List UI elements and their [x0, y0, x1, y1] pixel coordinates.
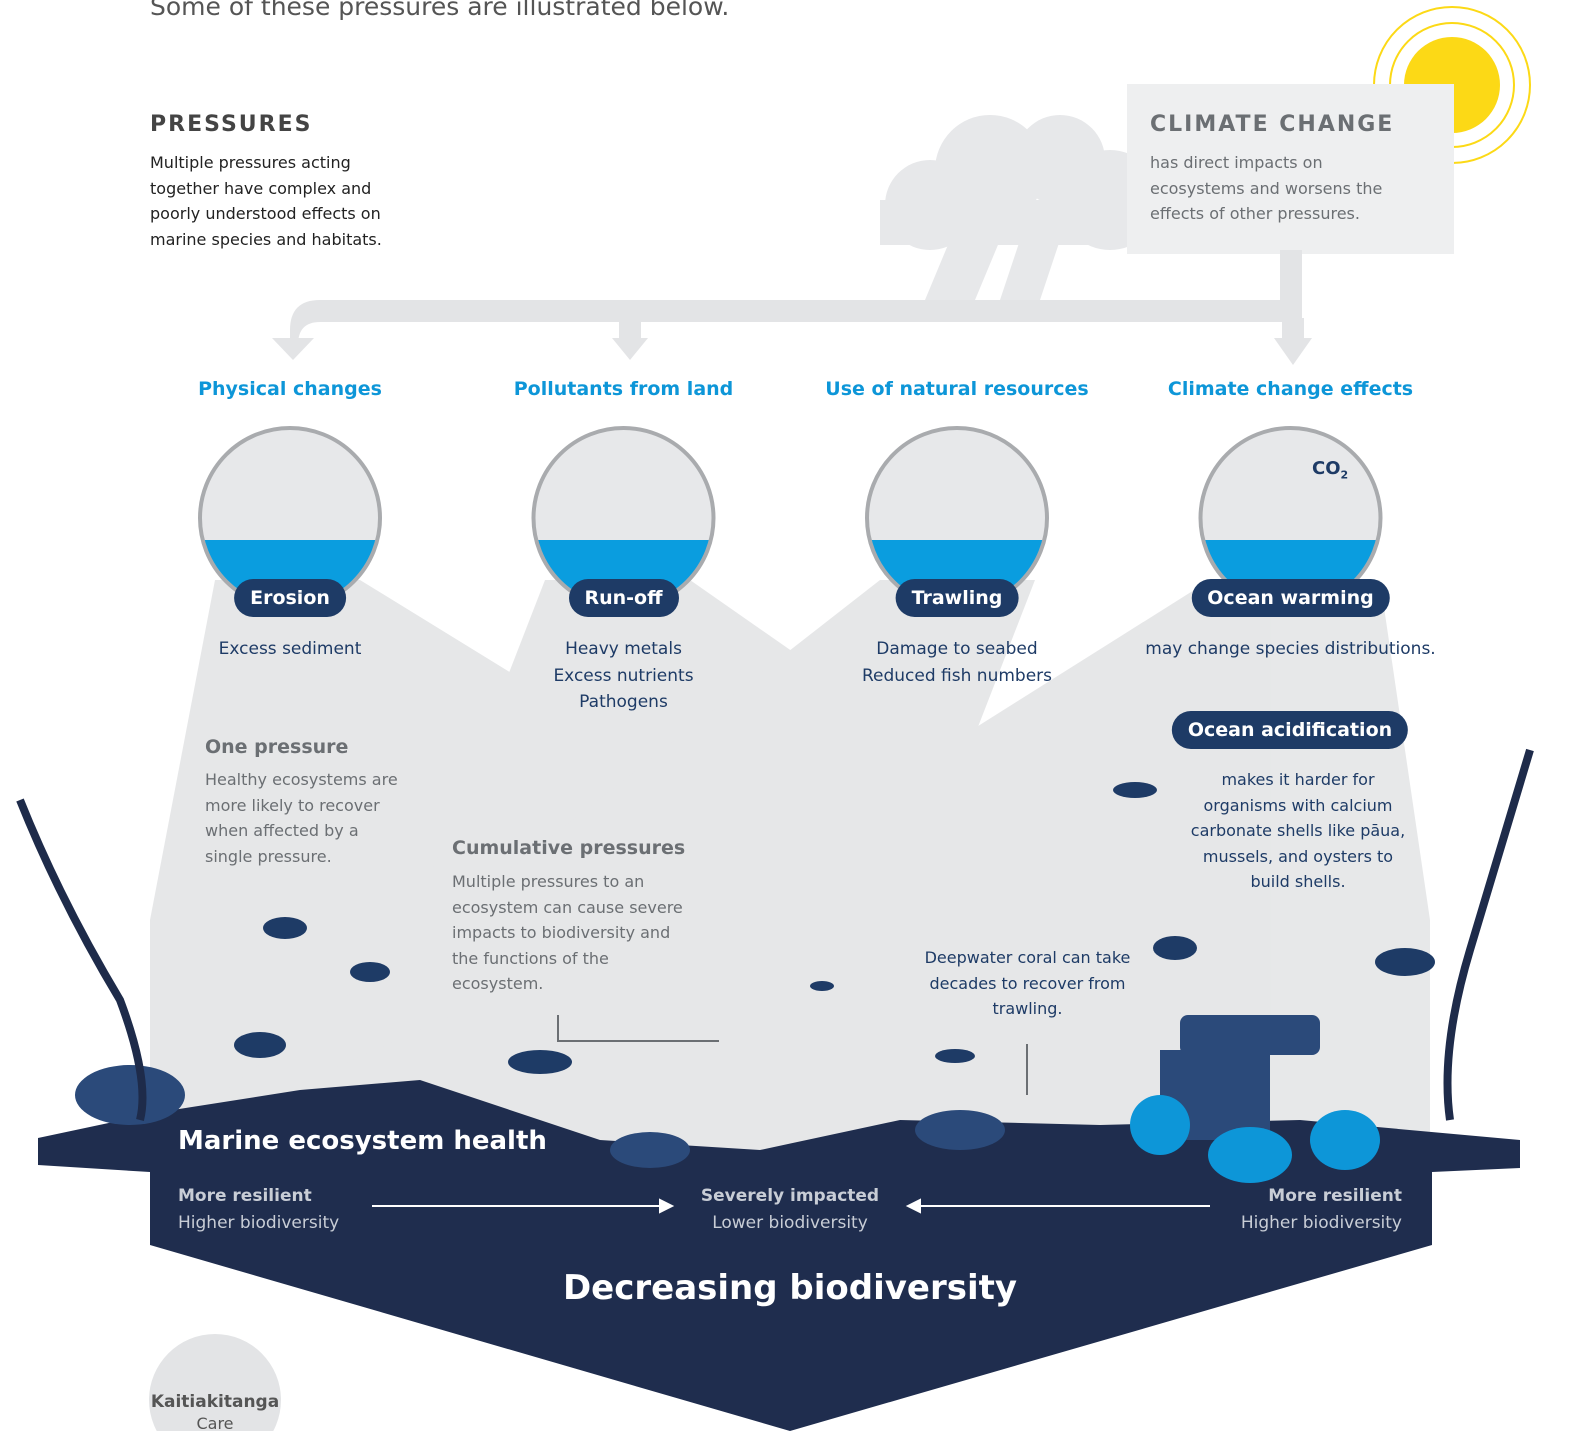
category-effect: Excess nutrients: [474, 663, 774, 689]
category-title: Use of natural resources: [792, 378, 1122, 400]
bottom-title: Decreasing biodiversity: [490, 1268, 1090, 1308]
category-title: Pollutants from land: [459, 378, 789, 400]
category-effect: Excess sediment: [140, 636, 440, 662]
category-badge: Ocean warming: [1191, 579, 1389, 617]
health-right-top: More resilient: [1268, 1186, 1402, 1206]
category-effect: Heavy metals: [474, 636, 774, 662]
infographic: Some of these pressures are illustrated …: [0, 0, 1573, 1431]
co2-sub: 2: [1341, 469, 1349, 482]
coral-note: Deepwater coral can take decades to reco…: [920, 945, 1135, 1022]
kaitiakitanga-title: Kaitiakitanga: [135, 1392, 295, 1412]
kaitiakitanga-text: Care: [135, 1414, 295, 1431]
category-badge: Run-off: [568, 579, 678, 617]
one-pressure-title: One pressure: [205, 736, 348, 758]
category-title: Climate change effects: [1126, 378, 1456, 400]
one-pressure-text: Healthy ecosystems are more likely to re…: [205, 767, 405, 869]
climate-text: has direct impacts on ecosystems and wor…: [1150, 150, 1415, 227]
category-effect: Damage to seabed: [807, 636, 1107, 662]
health-left-top: More resilient: [178, 1186, 312, 1206]
category-effect: Reduced fish numbers: [807, 663, 1107, 689]
category-title: Physical changes: [125, 378, 455, 400]
pressures-text: Multiple pressures acting together have …: [150, 150, 410, 252]
category-badge: Trawling: [896, 579, 1019, 617]
cumulative-text: Multiple pressures to an ecosystem can c…: [452, 869, 692, 997]
climate-title: CLIMATE CHANGE: [1150, 112, 1394, 137]
category-effect: Pathogens: [474, 689, 774, 715]
intro: Some of these pressures are illustrated …: [150, 0, 729, 21]
acidification-text: makes it harder for organisms with calci…: [1183, 767, 1413, 895]
pressures-title: PRESSURES: [150, 112, 312, 137]
health-left-bottom: Higher biodiversity: [178, 1213, 339, 1233]
acidification-badge: Ocean acidification: [1172, 711, 1408, 749]
storm-cloud: [880, 115, 1160, 300]
category-effect: may change species distributions.: [1141, 636, 1441, 662]
co2: CO2: [1312, 458, 1348, 482]
pressure-arrows: [272, 250, 1312, 365]
co2-main: CO: [1312, 458, 1341, 479]
health-title: Marine ecosystem health: [178, 1126, 547, 1156]
cumulative-title: Cumulative pressures: [452, 837, 685, 859]
health-right-bottom: Higher biodiversity: [1241, 1213, 1402, 1233]
health-center-top: Severely impacted: [640, 1186, 940, 1206]
health-center-bottom: Lower biodiversity: [640, 1213, 940, 1233]
category-badge: Erosion: [234, 579, 346, 617]
